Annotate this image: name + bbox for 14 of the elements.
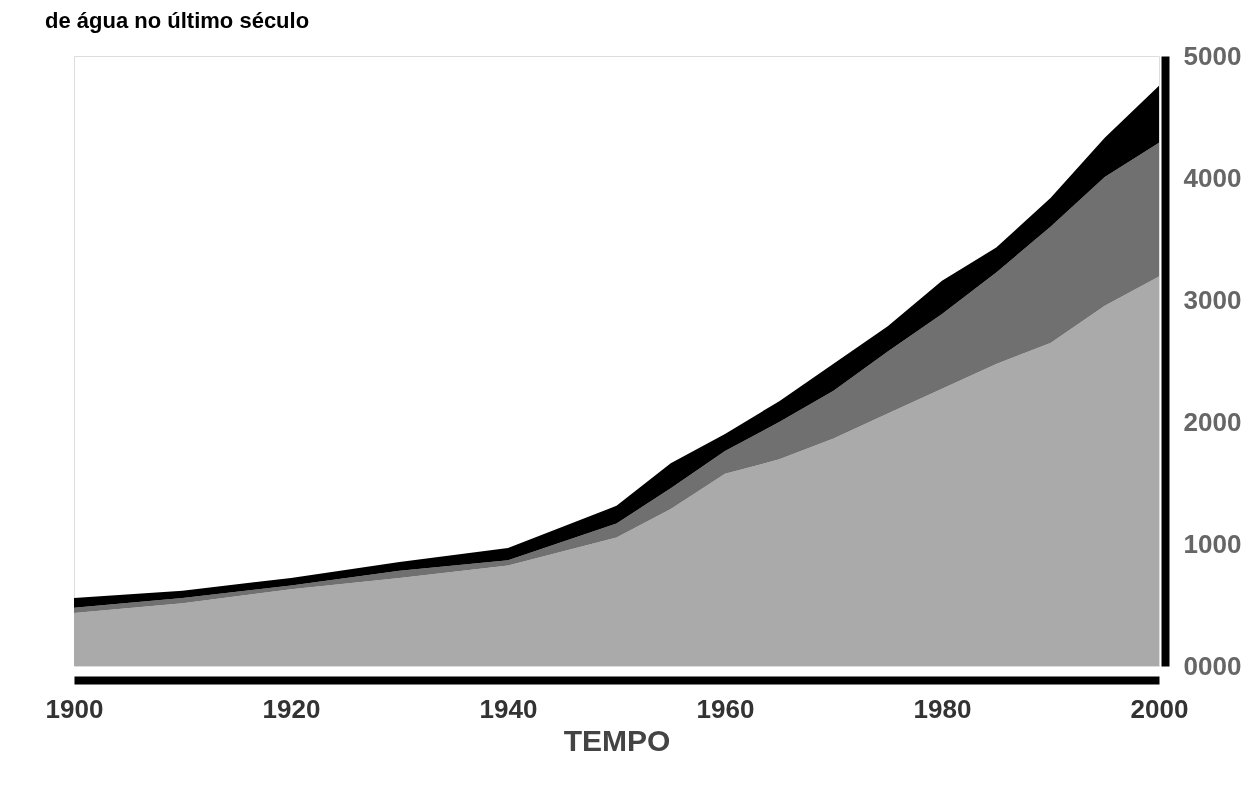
y-tick-label: 4000: [1183, 162, 1242, 193]
y-tick-label: 5000: [1183, 40, 1242, 71]
y-tick-label: 0000: [1183, 650, 1242, 681]
y-tick-label: 1000: [1183, 528, 1242, 559]
y-tick-label: 2000: [1183, 406, 1242, 437]
x-tick-label: 1960: [696, 693, 755, 724]
chart-title: de água no último século: [45, 8, 310, 33]
x-tick-label: 2000: [1130, 693, 1189, 724]
y-tick-label: 3000: [1183, 284, 1242, 315]
x-axis-title: TEMPO: [563, 723, 671, 757]
x-tick-label: 1940: [479, 693, 538, 724]
x-tick-label: 1980: [913, 693, 972, 724]
x-tick-label: 1900: [45, 693, 104, 724]
x-tick-label: 1920: [262, 693, 321, 724]
